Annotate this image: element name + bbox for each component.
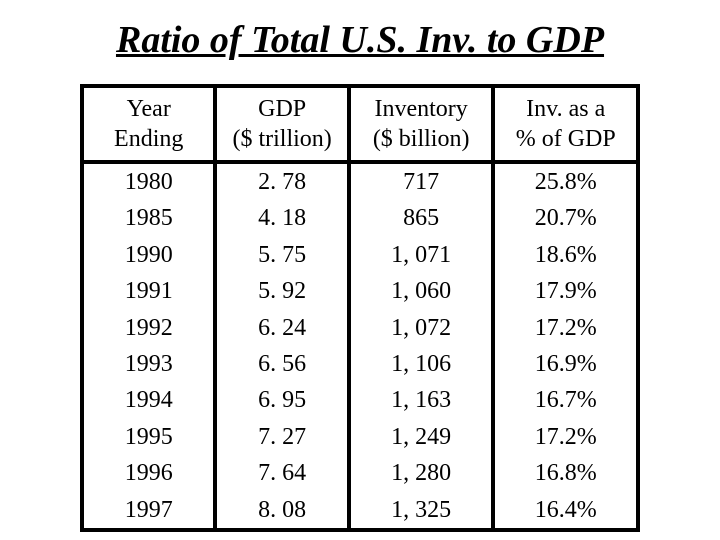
table-row: 1985 4. 18 865 20.7% bbox=[82, 200, 638, 236]
cell-year: 1992 bbox=[82, 310, 215, 346]
cell-gdp: 8. 08 bbox=[215, 492, 348, 530]
cell-pct: 18.6% bbox=[493, 237, 638, 273]
table-body: 1980 2. 78 717 25.8% 1985 4. 18 865 20.7… bbox=[82, 162, 638, 530]
cell-year: 1994 bbox=[82, 382, 215, 418]
cell-pct: 17.9% bbox=[493, 273, 638, 309]
cell-inv: 865 bbox=[349, 200, 494, 236]
cell-inv: 1, 071 bbox=[349, 237, 494, 273]
table-row: 1996 7. 64 1, 280 16.8% bbox=[82, 455, 638, 491]
cell-inv: 1, 163 bbox=[349, 382, 494, 418]
cell-year: 1980 bbox=[82, 162, 215, 200]
col-header-line: ($ billion) bbox=[373, 126, 470, 152]
col-header-line: ($ trillion) bbox=[232, 126, 331, 152]
cell-year: 1997 bbox=[82, 492, 215, 530]
data-table-container: Year Ending GDP ($ trillion) Inventory (… bbox=[80, 84, 640, 532]
col-header-line: Year bbox=[127, 96, 171, 122]
table-row: 1993 6. 56 1, 106 16.9% bbox=[82, 346, 638, 382]
cell-inv: 1, 249 bbox=[349, 419, 494, 455]
table-row: 1991 5. 92 1, 060 17.9% bbox=[82, 273, 638, 309]
cell-pct: 20.7% bbox=[493, 200, 638, 236]
col-header-year: Year Ending bbox=[82, 86, 215, 162]
cell-inv: 1, 106 bbox=[349, 346, 494, 382]
col-header-gdp: GDP ($ trillion) bbox=[215, 86, 348, 162]
cell-gdp: 6. 95 bbox=[215, 382, 348, 418]
col-header-line: GDP bbox=[258, 96, 306, 122]
col-header-inventory: Inventory ($ billion) bbox=[349, 86, 494, 162]
cell-gdp: 4. 18 bbox=[215, 200, 348, 236]
cell-inv: 1, 280 bbox=[349, 455, 494, 491]
col-header-line: Inv. as a bbox=[526, 96, 605, 122]
col-header-pct: Inv. as a % of GDP bbox=[493, 86, 638, 162]
table-row: 1980 2. 78 717 25.8% bbox=[82, 162, 638, 200]
slide-title: Ratio of Total U.S. Inv. to GDP bbox=[40, 18, 680, 62]
col-header-line: Ending bbox=[114, 126, 183, 152]
cell-pct: 16.7% bbox=[493, 382, 638, 418]
cell-gdp: 2. 78 bbox=[215, 162, 348, 200]
table-row: 1992 6. 24 1, 072 17.2% bbox=[82, 310, 638, 346]
table-row: 1995 7. 27 1, 249 17.2% bbox=[82, 419, 638, 455]
cell-year: 1995 bbox=[82, 419, 215, 455]
cell-pct: 17.2% bbox=[493, 310, 638, 346]
cell-gdp: 7. 64 bbox=[215, 455, 348, 491]
table-row: 1997 8. 08 1, 325 16.4% bbox=[82, 492, 638, 530]
data-table: Year Ending GDP ($ trillion) Inventory (… bbox=[80, 84, 640, 532]
cell-gdp: 5. 92 bbox=[215, 273, 348, 309]
cell-year: 1990 bbox=[82, 237, 215, 273]
cell-pct: 16.4% bbox=[493, 492, 638, 530]
cell-pct: 17.2% bbox=[493, 419, 638, 455]
cell-pct: 16.9% bbox=[493, 346, 638, 382]
cell-gdp: 6. 24 bbox=[215, 310, 348, 346]
cell-year: 1991 bbox=[82, 273, 215, 309]
table-row: 1990 5. 75 1, 071 18.6% bbox=[82, 237, 638, 273]
col-header-line: Inventory bbox=[374, 96, 467, 122]
cell-year: 1993 bbox=[82, 346, 215, 382]
cell-inv: 1, 072 bbox=[349, 310, 494, 346]
table-row: 1994 6. 95 1, 163 16.7% bbox=[82, 382, 638, 418]
table-header-row: Year Ending GDP ($ trillion) Inventory (… bbox=[82, 86, 638, 162]
cell-year: 1985 bbox=[82, 200, 215, 236]
cell-inv: 717 bbox=[349, 162, 494, 200]
cell-pct: 16.8% bbox=[493, 455, 638, 491]
cell-gdp: 6. 56 bbox=[215, 346, 348, 382]
cell-pct: 25.8% bbox=[493, 162, 638, 200]
cell-inv: 1, 060 bbox=[349, 273, 494, 309]
cell-year: 1996 bbox=[82, 455, 215, 491]
cell-inv: 1, 325 bbox=[349, 492, 494, 530]
col-header-line: % of GDP bbox=[516, 126, 616, 152]
cell-gdp: 5. 75 bbox=[215, 237, 348, 273]
cell-gdp: 7. 27 bbox=[215, 419, 348, 455]
